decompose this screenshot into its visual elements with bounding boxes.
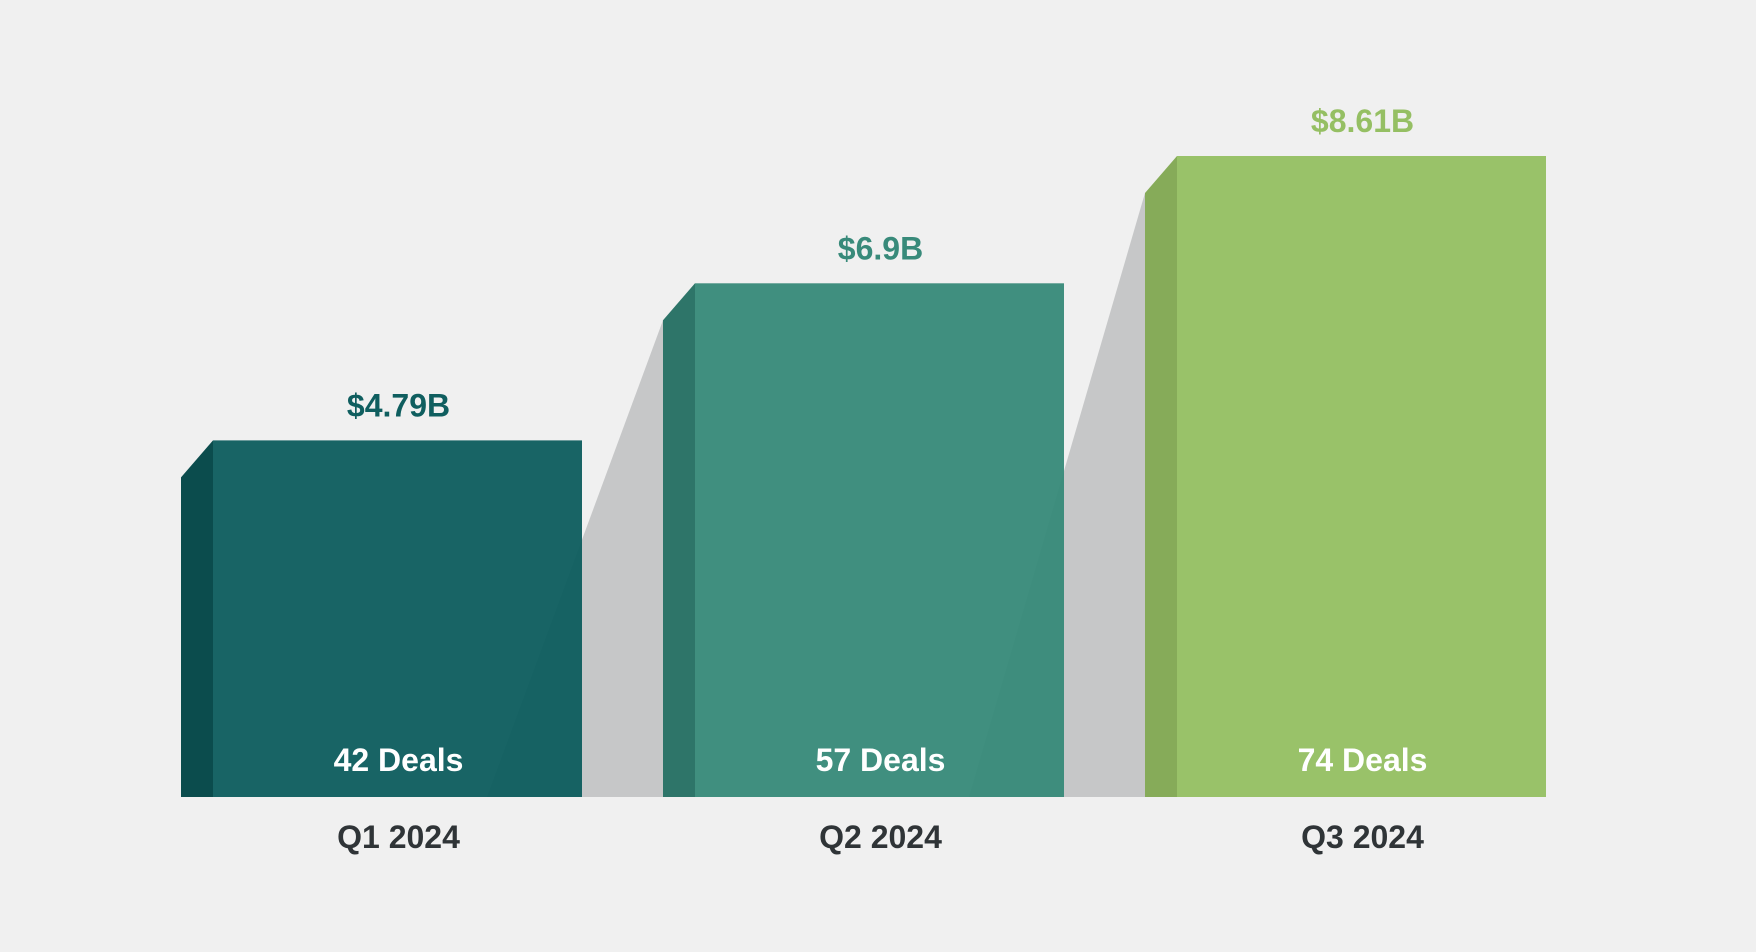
bar (695, 283, 1064, 797)
deal-count-label: 42 Deals (334, 742, 464, 778)
x-tick-label: Q1 2024 (337, 819, 460, 855)
x-tick-label: Q2 2024 (819, 819, 942, 855)
value-label: $8.61B (1311, 103, 1414, 139)
value-label: $6.9B (838, 230, 923, 266)
bar-layer (181, 156, 1546, 797)
bar-side (663, 283, 695, 797)
bar (213, 440, 582, 797)
deal-count-label: 57 Deals (816, 742, 946, 778)
bar (1177, 156, 1546, 797)
bar-side (181, 440, 213, 797)
bar-side (1145, 156, 1177, 797)
label-layer: $4.79B 42 Deals Q1 2024 $6.9B 57 Deals Q2 202… (334, 103, 1428, 855)
deal-count-label: 74 Deals (1298, 742, 1428, 778)
x-tick-label: Q3 2024 (1301, 819, 1424, 855)
value-label: $4.79B (347, 387, 450, 423)
